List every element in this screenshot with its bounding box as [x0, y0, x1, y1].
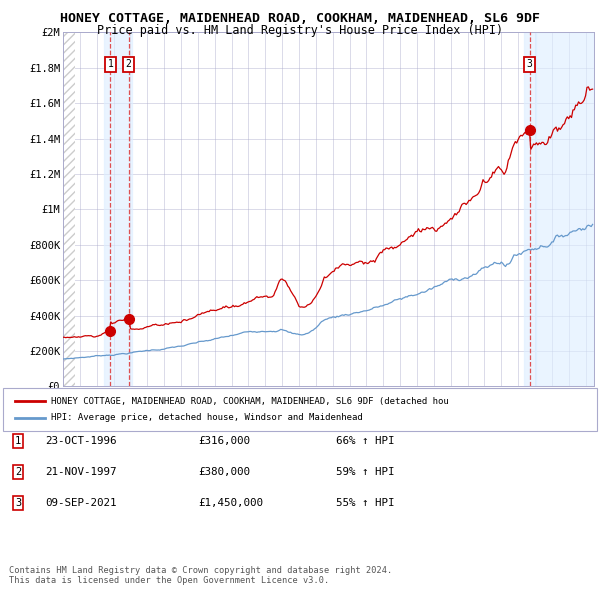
Text: 21-NOV-1997: 21-NOV-1997 — [45, 467, 116, 477]
Text: HONEY COTTAGE, MAIDENHEAD ROAD, COOKHAM, MAIDENHEAD, SL6 9DF (detached hou: HONEY COTTAGE, MAIDENHEAD ROAD, COOKHAM,… — [51, 397, 449, 406]
Text: 1: 1 — [107, 60, 113, 69]
Text: Contains HM Land Registry data © Crown copyright and database right 2024.
This d: Contains HM Land Registry data © Crown c… — [9, 566, 392, 585]
Text: HPI: Average price, detached house, Windsor and Maidenhead: HPI: Average price, detached house, Wind… — [51, 413, 363, 422]
Bar — [63, 32, 75, 386]
Text: 2: 2 — [126, 60, 131, 69]
Text: 23-OCT-1996: 23-OCT-1996 — [45, 437, 116, 446]
Text: HONEY COTTAGE, MAIDENHEAD ROAD, COOKHAM, MAIDENHEAD, SL6 9DF: HONEY COTTAGE, MAIDENHEAD ROAD, COOKHAM,… — [60, 12, 540, 25]
Text: 1: 1 — [15, 437, 21, 446]
Text: 2: 2 — [15, 467, 21, 477]
Text: £1,450,000: £1,450,000 — [198, 498, 263, 507]
Text: 3: 3 — [15, 498, 21, 507]
Bar — [524, 32, 536, 386]
Text: 3: 3 — [527, 60, 533, 69]
Text: 66% ↑ HPI: 66% ↑ HPI — [336, 437, 395, 446]
Bar — [104, 32, 132, 386]
Text: Price paid vs. HM Land Registry's House Price Index (HPI): Price paid vs. HM Land Registry's House … — [97, 24, 503, 37]
Text: 59% ↑ HPI: 59% ↑ HPI — [336, 467, 395, 477]
Text: 55% ↑ HPI: 55% ↑ HPI — [336, 498, 395, 507]
Text: £316,000: £316,000 — [198, 437, 250, 446]
Text: 09-SEP-2021: 09-SEP-2021 — [45, 498, 116, 507]
Text: £380,000: £380,000 — [198, 467, 250, 477]
Bar — [535, 32, 594, 386]
